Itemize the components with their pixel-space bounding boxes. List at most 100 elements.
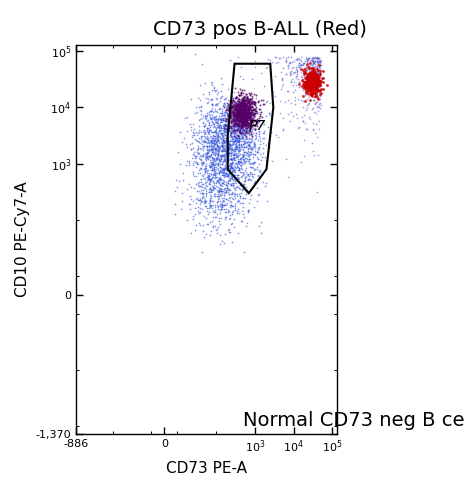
Point — [232, 122, 239, 130]
Point — [266, 56, 274, 64]
Point — [235, 107, 242, 114]
Point — [210, 170, 218, 178]
Point — [243, 93, 251, 101]
Point — [306, 68, 313, 76]
Point — [305, 83, 312, 91]
Point — [221, 127, 228, 135]
Point — [217, 141, 225, 149]
Point — [225, 207, 232, 215]
Point — [220, 201, 227, 209]
Point — [229, 112, 236, 120]
Point — [199, 90, 207, 98]
Point — [312, 73, 320, 81]
Point — [213, 142, 220, 150]
Point — [243, 114, 250, 122]
Point — [240, 111, 247, 119]
Point — [211, 192, 219, 200]
Point — [196, 166, 203, 174]
Point — [252, 158, 259, 166]
Point — [310, 65, 317, 73]
Point — [237, 155, 244, 163]
Point — [247, 116, 254, 124]
Point — [219, 146, 226, 154]
Point — [237, 109, 245, 116]
Point — [232, 103, 240, 111]
Point — [214, 190, 222, 198]
Point — [241, 121, 249, 129]
Point — [237, 103, 244, 110]
Point — [239, 113, 246, 121]
Point — [308, 90, 316, 98]
Point — [305, 81, 312, 88]
Point — [250, 116, 258, 124]
Point — [239, 112, 247, 120]
Point — [240, 96, 248, 104]
Point — [232, 114, 240, 122]
Point — [198, 193, 206, 201]
Point — [190, 144, 197, 152]
Point — [263, 63, 270, 71]
Point — [254, 171, 261, 179]
Point — [312, 81, 319, 88]
Point — [239, 113, 246, 121]
Point — [311, 92, 319, 100]
Point — [317, 56, 324, 64]
Point — [308, 78, 315, 86]
Point — [207, 170, 214, 178]
Point — [308, 71, 315, 79]
Point — [220, 144, 227, 152]
Point — [307, 64, 315, 72]
Point — [221, 131, 229, 139]
Point — [286, 59, 294, 67]
Point — [221, 165, 229, 173]
Point — [240, 121, 247, 129]
Point — [228, 156, 236, 164]
Point — [219, 194, 226, 202]
Point — [245, 108, 252, 116]
Point — [239, 124, 246, 132]
Point — [310, 83, 318, 91]
Point — [218, 146, 225, 154]
Point — [215, 217, 223, 225]
Point — [221, 165, 229, 173]
Point — [317, 89, 325, 97]
Point — [213, 132, 220, 139]
Point — [225, 112, 232, 120]
Point — [201, 175, 208, 183]
Point — [238, 114, 246, 122]
Point — [232, 103, 239, 110]
Point — [239, 115, 246, 123]
Point — [202, 202, 210, 210]
Point — [239, 108, 247, 116]
Point — [226, 163, 233, 170]
Point — [232, 143, 239, 151]
Point — [197, 175, 204, 183]
Point — [240, 182, 247, 190]
Point — [308, 55, 315, 62]
Point — [222, 135, 230, 142]
Point — [237, 103, 244, 111]
Point — [229, 116, 237, 124]
Point — [235, 98, 242, 106]
Point — [200, 165, 207, 173]
Point — [214, 135, 222, 143]
Point — [275, 55, 283, 62]
Point — [225, 100, 232, 108]
Point — [232, 134, 239, 141]
Point — [245, 103, 252, 111]
Point — [239, 133, 246, 141]
Point — [218, 106, 225, 113]
Point — [238, 112, 245, 120]
Point — [209, 139, 217, 147]
Point — [252, 94, 259, 102]
Point — [217, 115, 224, 123]
Point — [247, 148, 254, 156]
Point — [241, 120, 248, 128]
Point — [201, 79, 208, 87]
Point — [231, 136, 239, 144]
Point — [305, 76, 312, 83]
Point — [205, 175, 212, 183]
Point — [212, 114, 219, 122]
Point — [235, 108, 243, 116]
Point — [220, 147, 227, 155]
